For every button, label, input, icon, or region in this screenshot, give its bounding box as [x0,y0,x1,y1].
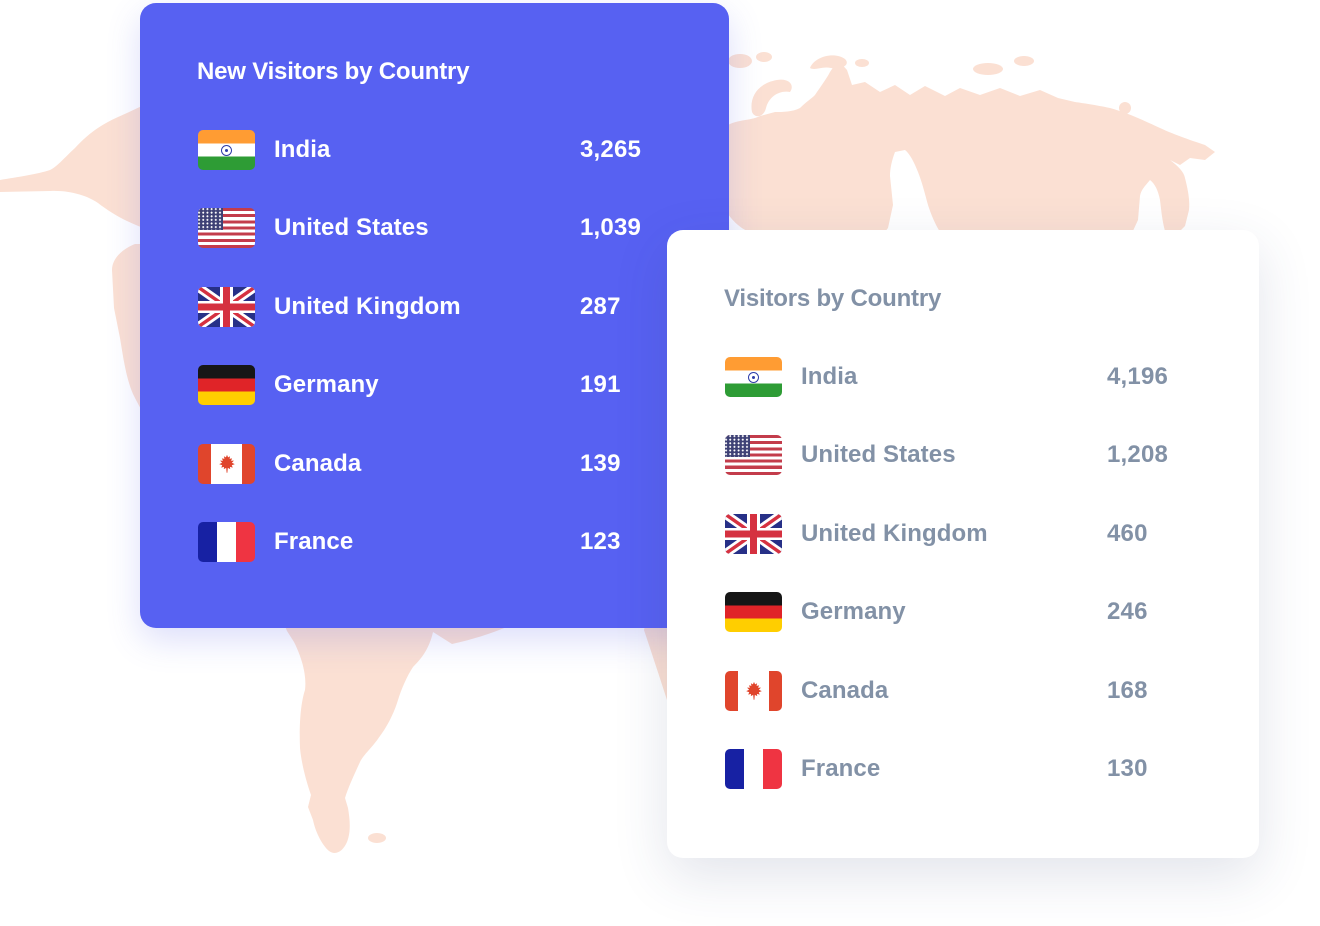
new-visitors-card: New Visitors by Country India 3,265 Unit… [140,3,729,628]
visitors-card-title: Visitors by Country [724,285,942,312]
country-value: 460 [1107,520,1148,547]
country-row-united-states: United States 1,039 [198,208,699,248]
germany-flag-icon [198,365,255,405]
island-shape [973,63,1003,75]
visitors-card: Visitors by Country India 4,196 United S… [667,230,1259,858]
country-row-canada: Canada 168 [725,671,1229,711]
india-flag-icon [198,130,255,170]
island-shape [855,59,869,67]
new-visitors-card-title: New Visitors by Country [197,58,470,85]
island-shape [756,52,772,62]
country-label: France [801,755,881,782]
island-shape [1119,102,1131,114]
country-label: United Kingdom [274,293,461,320]
country-value: 4,196 [1107,363,1169,390]
us-flag-icon [725,435,782,475]
eurasia-shape [720,60,1215,240]
india-flag-icon [725,357,782,397]
uk-flag-icon [725,514,782,554]
island-shape [728,54,752,68]
country-value: 3,265 [580,136,642,163]
canada-flag-icon [198,444,255,484]
country-value: 287 [580,293,621,320]
island-shape [368,833,386,843]
country-value: 130 [1107,755,1148,782]
country-label: United Kingdom [801,520,988,547]
country-row-united-kingdom: United Kingdom 287 [198,287,699,327]
country-value: 123 [580,528,621,555]
country-label: Germany [801,598,906,625]
country-label: India [274,136,331,163]
uk-flag-icon [198,287,255,327]
country-row-united-states: United States 1,208 [725,435,1229,475]
france-flag-icon [725,749,782,789]
country-value: 168 [1107,677,1148,704]
country-label: Canada [801,677,889,704]
country-row-germany: Germany 246 [725,592,1229,632]
country-label: India [801,363,858,390]
us-flag-icon [198,208,255,248]
visitors-rows: India 4,196 United States 1,208 [667,230,1259,858]
island-shape [810,55,847,69]
country-row-france: France 123 [198,522,699,562]
country-label: Canada [274,450,362,477]
germany-flag-icon [725,592,782,632]
new-visitors-rows: India 3,265 United States 1,039 [140,3,729,628]
country-label: Germany [274,371,379,398]
country-label: France [274,528,354,555]
country-label: United States [801,441,956,468]
country-row-germany: Germany 191 [198,365,699,405]
france-flag-icon [198,522,255,562]
country-value: 1,208 [1107,441,1169,468]
country-row-india: India 3,265 [198,130,699,170]
country-value: 139 [580,450,621,477]
canada-flag-icon [725,671,782,711]
country-row-france: France 130 [725,749,1229,789]
country-value: 246 [1107,598,1148,625]
country-row-india: India 4,196 [725,357,1229,397]
country-value: 1,039 [580,214,642,241]
island-shape [751,79,792,117]
country-row-united-kingdom: United Kingdom 460 [725,514,1229,554]
country-label: United States [274,214,429,241]
island-shape [1014,56,1034,66]
country-row-canada: Canada 139 [198,444,699,484]
country-value: 191 [580,371,621,398]
